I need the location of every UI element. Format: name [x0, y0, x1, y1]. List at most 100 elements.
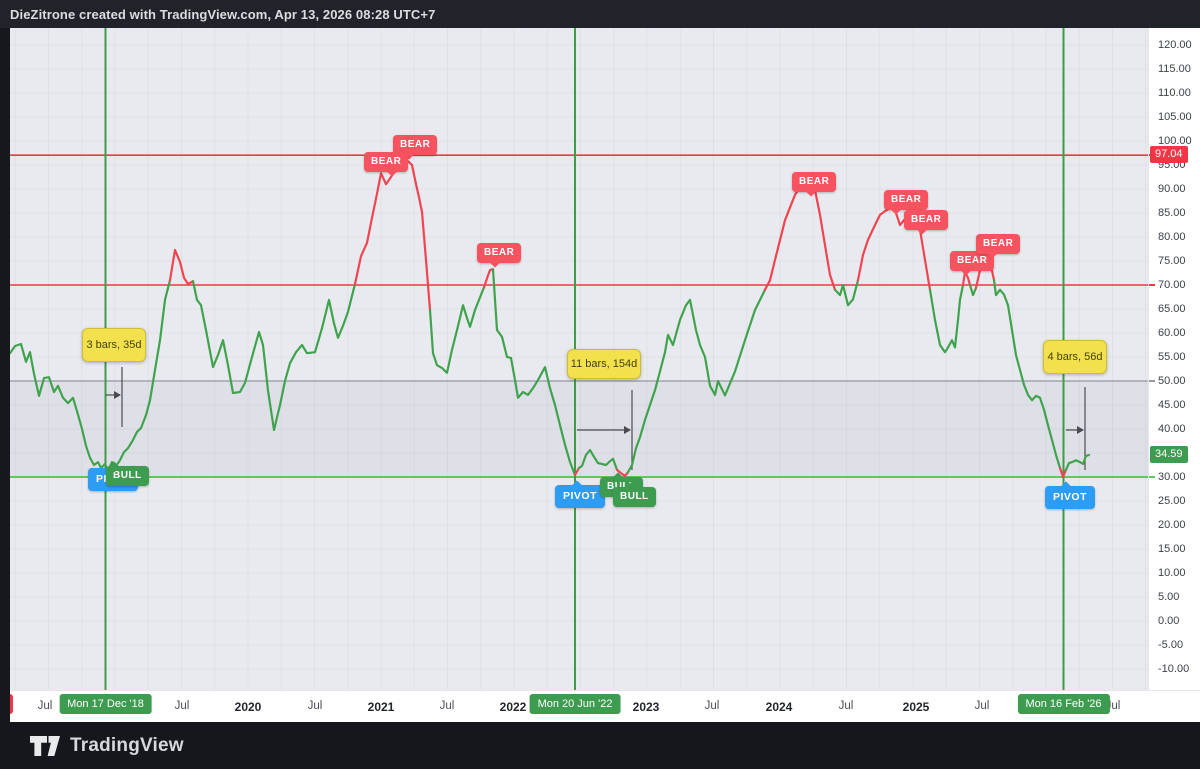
price-axis[interactable]: 120.00 115.00 110.00 105.00 100.00 95.00 90.00…: [1148, 28, 1200, 690]
pivot-label-text: PIVOT: [563, 490, 598, 502]
price-tick-label: 25.00: [1158, 495, 1186, 507]
oscillator-line: [482, 268, 495, 289]
time-tick-label: Jul: [37, 700, 53, 712]
bull-label[interactable]: BULL: [106, 461, 149, 486]
bear-label[interactable]: BEAR: [393, 135, 438, 160]
price-tick-label: 55.00: [1158, 351, 1186, 363]
oscillator-line: [615, 468, 630, 478]
price-tick-label: 50.00: [1158, 375, 1186, 387]
time-tick-label: Jul: [838, 700, 854, 712]
price-tick-label: 85.00: [1158, 207, 1186, 219]
pivot-label[interactable]: PIVOT: [1045, 481, 1096, 509]
band-fill: [10, 381, 1148, 477]
price-tick-label: 100.00: [1158, 135, 1192, 147]
price-tick-label: 90.00: [1158, 183, 1186, 195]
footer-bar: TradingView: [0, 722, 1200, 769]
price-tick-label: 15.00: [1158, 543, 1186, 555]
bear-label-text: BEAR: [983, 238, 1014, 249]
bear-label-text: BEAR: [911, 214, 942, 225]
time-tick-label: 2021: [367, 700, 395, 714]
price-badge[interactable]: 34.59: [1150, 445, 1188, 463]
price-tick-label: 60.00: [1158, 327, 1186, 339]
event-date-badge[interactable]: Mon 20 Jun '22: [529, 694, 621, 714]
price-tick-label: 75.00: [1158, 255, 1186, 267]
oscillator-line: [992, 279, 1062, 469]
level-axis-dash: [1149, 380, 1155, 382]
bear-label[interactable]: BEAR: [792, 172, 837, 197]
measure-label[interactable]: 11 bars, 154d: [567, 349, 641, 379]
price-tick-label: 5.00: [1158, 591, 1180, 603]
bear-label[interactable]: BEAR: [364, 152, 409, 177]
measure-arrowhead: [1077, 426, 1084, 434]
oscillator-line: [573, 466, 581, 477]
oscillator-line: [626, 288, 767, 474]
chart-title-bar: DieZitrone created with TradingView.com,…: [0, 0, 1200, 28]
oscillator-line: [928, 283, 965, 354]
measure-label[interactable]: 3 bars, 35d: [82, 328, 146, 362]
time-tick-label: Jul: [174, 700, 190, 712]
chart-pane[interactable]: 3 bars, 35d 11 bars, 154d 4 bars, 56d PIVOT…: [0, 28, 1148, 690]
price-tick-label: 80.00: [1158, 231, 1186, 243]
oscillator-line: [577, 449, 619, 471]
tradingview-logo-icon: [30, 735, 60, 756]
price-tick-label: 115.00: [1158, 63, 1191, 75]
bear-label-text: BEAR: [484, 247, 515, 258]
left-panel-strip: [0, 28, 10, 722]
bear-label[interactable]: BEAR: [976, 234, 1021, 259]
bull-label-text: BULL: [113, 470, 142, 481]
time-tick-label: 2023: [632, 700, 660, 714]
bear-label-text: BEAR: [371, 156, 402, 167]
level-axis-dash: [1149, 476, 1155, 478]
price-tick-label: 105.00: [1158, 111, 1192, 123]
bear-label[interactable]: BEAR: [904, 210, 949, 235]
bear-label[interactable]: BEAR: [950, 251, 995, 276]
measure-arrowhead: [624, 426, 631, 434]
event-date-badge[interactable]: Mon 16 Feb '26: [1017, 694, 1110, 714]
bear-label-text: BEAR: [957, 255, 988, 266]
chart-title: DieZitrone created with TradingView.com,…: [10, 6, 436, 22]
price-tick-label: 0.00: [1158, 615, 1180, 627]
bull-label[interactable]: BULL: [613, 482, 656, 507]
price-tick-label: 110.00: [1158, 87, 1191, 99]
level-axis-dash: [1149, 284, 1155, 286]
time-tick-label: 2020: [234, 700, 262, 714]
oscillator-line: [1064, 453, 1091, 471]
pivot-label[interactable]: PIVOT: [555, 480, 606, 508]
price-tick-label: 120.00: [1158, 39, 1192, 51]
time-tick-label: 2022: [499, 700, 527, 714]
oscillator-line: [1058, 466, 1068, 479]
indicator-plot[interactable]: [0, 28, 1148, 690]
price-badge[interactable]: 97.04: [1150, 146, 1188, 164]
time-tick-label: Jul: [704, 700, 720, 712]
price-tick-label: 40.00: [1158, 423, 1186, 435]
pivot-label-text: PIVOT: [1053, 491, 1088, 503]
measure-label[interactable]: 4 bars, 56d: [1043, 340, 1107, 374]
time-tick-label: Jul: [974, 700, 990, 712]
time-tick-label: 2024: [765, 700, 793, 714]
oscillator-line: [191, 280, 357, 432]
bull-label-text: BULL: [620, 491, 649, 502]
time-tick-label: Jul: [439, 700, 455, 712]
bear-label[interactable]: BEAR: [477, 243, 522, 268]
event-date-badge[interactable]: Mon 17 Dec '18: [59, 694, 152, 714]
price-tick-label: -10.00: [1158, 663, 1190, 675]
bear-label-text: BEAR: [799, 176, 830, 187]
price-tick-label: 70.00: [1158, 279, 1186, 291]
price-tick-label: 10.00: [1158, 567, 1186, 579]
price-tick-label: 30.00: [1158, 471, 1186, 483]
price-tick-label: 65.00: [1158, 303, 1186, 315]
oscillator-line: [968, 283, 978, 297]
time-axis[interactable]: Jul Jul 2020 Jul 2021 Jul 2022 2023 Jul 2024 Jul 20…: [0, 690, 1200, 722]
bear-label[interactable]: BEAR: [884, 190, 929, 215]
bear-label-text: BEAR: [891, 194, 922, 205]
oscillator-line: [491, 268, 577, 477]
time-tick-label: 2025: [902, 700, 930, 714]
measure-arrowhead: [114, 391, 121, 399]
oscillator-line: [8, 279, 172, 472]
price-tick-label: -5.00: [1158, 639, 1184, 651]
price-tick-label: 45.00: [1158, 399, 1186, 411]
price-tick-label: 20.00: [1158, 519, 1186, 531]
bear-label-text: BEAR: [400, 139, 431, 150]
bull-label-text: BULL: [607, 481, 636, 492]
